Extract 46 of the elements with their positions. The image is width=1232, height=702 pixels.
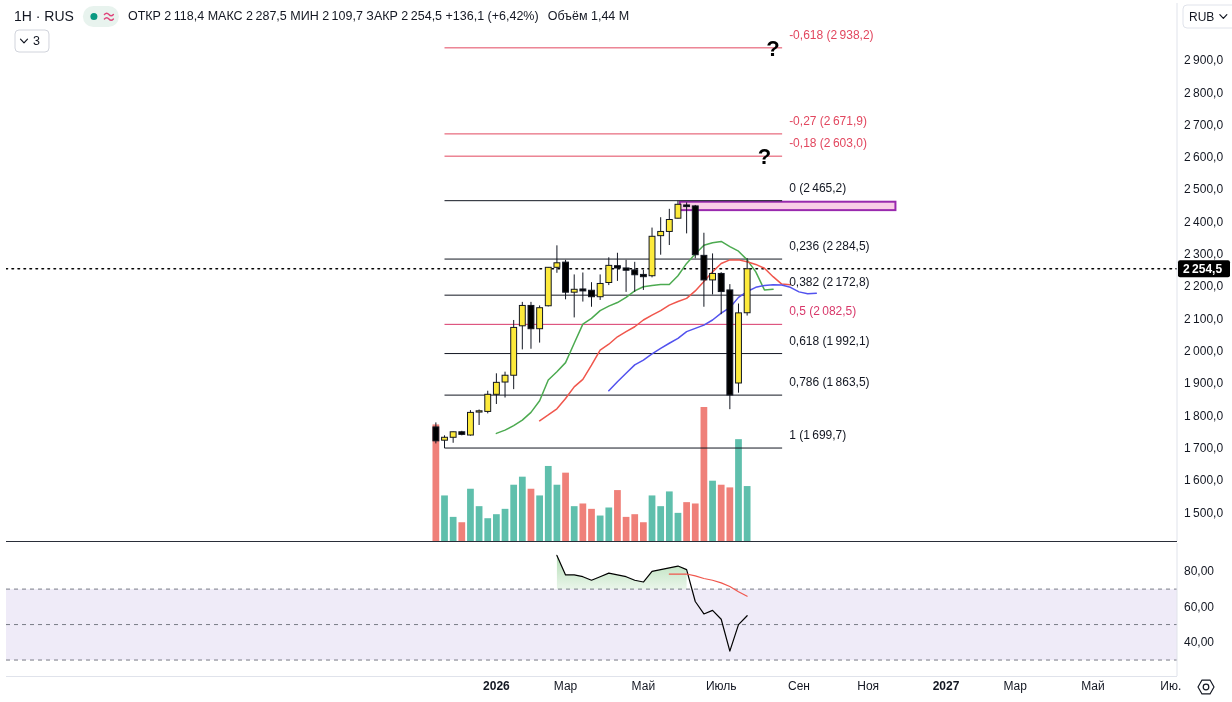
- ref-line-label: -0,618 (2 938,2): [789, 27, 874, 42]
- x-tick-label: 2026: [483, 679, 511, 693]
- chart-title: Объём 1,44 M: [547, 9, 630, 23]
- ref-line-label: 0,5 (2 082,5): [789, 304, 857, 319]
- y-tick-label: 2 000,0: [1184, 344, 1224, 358]
- x-tick-label: Май: [1081, 679, 1105, 693]
- y-tick-label: 2 100,0: [1184, 311, 1224, 326]
- y-tick-label: 1 700,0: [1184, 440, 1224, 455]
- annotation: ?: [766, 35, 780, 61]
- x-tick-label: Мар: [553, 679, 578, 693]
- y-tick-label: 1 500,0: [1184, 505, 1224, 520]
- text: ОТКР 2 118,4 МАКС 2 287,5 МИН 2 109,7 ЗАКР 2 254,5 +136,1 (+6,42%): [127, 9, 539, 23]
- y-tick-label: 2 900,0: [1184, 53, 1224, 68]
- y-axis-title: RUB: [1189, 9, 1215, 24]
- ref-line-label: 2 254,5: [1183, 261, 1223, 276]
- y-tick-label: 40,00: [1184, 635, 1215, 650]
- x-tick-label: Сен: [788, 679, 810, 693]
- ref-line-label: 0,382 (2 172,8): [789, 275, 870, 290]
- x-tick-label: Мар: [1003, 679, 1028, 693]
- annotation: ?: [757, 143, 772, 169]
- y-tick-label: 2 800,0: [1184, 85, 1224, 100]
- y-tick-label: 2 300,0: [1184, 247, 1224, 262]
- x-tick-label: Ноя: [857, 679, 880, 693]
- y-tick-label: 1 800,0: [1184, 408, 1224, 423]
- x-tick-label: Июль: [705, 679, 737, 693]
- y-tick-label: 2 200,0: [1184, 279, 1224, 294]
- y-tick-label: 2 700,0: [1184, 117, 1224, 132]
- ref-line-label: 1 (1 699,7): [789, 428, 847, 443]
- y-tick-label: 60,00: [1184, 599, 1215, 614]
- ref-line-label: 0,618 (1 992,1): [789, 333, 870, 348]
- ref-line-label: 0,786 (1 863,5): [789, 375, 870, 390]
- y-tick-label: 1 600,0: [1184, 473, 1224, 488]
- ref-line-label: -0,18 (2 603,0): [789, 136, 867, 151]
- ref-line-label: -0,27 (2 671,9): [789, 113, 867, 128]
- y-tick-label: 2 400,0: [1184, 214, 1224, 229]
- chart-title: 1Н · RUS: [14, 8, 74, 24]
- y-tick-label: 2 600,0: [1184, 150, 1224, 165]
- y-tick-label: 1 900,0: [1184, 376, 1224, 391]
- x-tick-label: 2027: [932, 679, 960, 693]
- ref-line-label: 0,236 (2 284,5): [789, 239, 870, 254]
- y-tick-label: 2 500,0: [1184, 182, 1224, 197]
- annotation: 3: [33, 34, 40, 48]
- ref-line-label: 0 (2 465,2): [789, 180, 847, 195]
- y-tick-label: 80,00: [1184, 564, 1215, 579]
- x-tick-label: Май: [631, 679, 656, 693]
- x-tick-label: Ию.: [1160, 679, 1182, 693]
